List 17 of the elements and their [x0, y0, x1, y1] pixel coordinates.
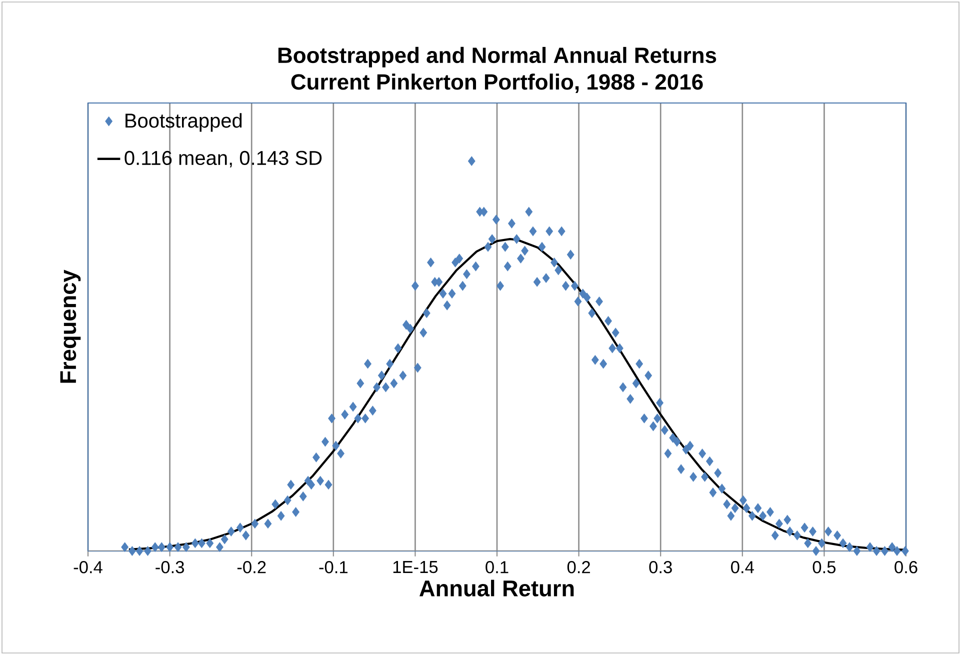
x-tick-label: 0.3 — [649, 561, 672, 574]
x-tick-label: 0.1 — [486, 561, 508, 574]
x-tick-label: 0.2 — [567, 561, 590, 574]
legend-label: 0.116 mean, 0.143 SD — [124, 150, 322, 168]
x-tick-label: -0.4 — [74, 561, 102, 574]
x-tick-label: 0.6 — [894, 561, 918, 574]
x-tick-label: 0.4 — [731, 561, 754, 574]
legend-label: Bootstrapped — [126, 113, 242, 132]
x-tick-label: -0.3 — [156, 561, 184, 574]
x-tick-label: 0.5 — [812, 561, 836, 574]
x-tick-label: 1E-15 — [393, 561, 438, 574]
chart-subtitle: Current Pinkerton Portfolio, 1988 - 2016 — [291, 74, 703, 93]
x-tick-label: -0.2 — [237, 561, 266, 574]
x-tick-label: -0.1 — [319, 561, 348, 574]
x-axis-title: Annual Return — [419, 580, 574, 596]
chart-title: Bootstrapped and Normal Annual Returns — [278, 46, 716, 68]
y-axis-title: Frequency — [60, 270, 81, 383]
